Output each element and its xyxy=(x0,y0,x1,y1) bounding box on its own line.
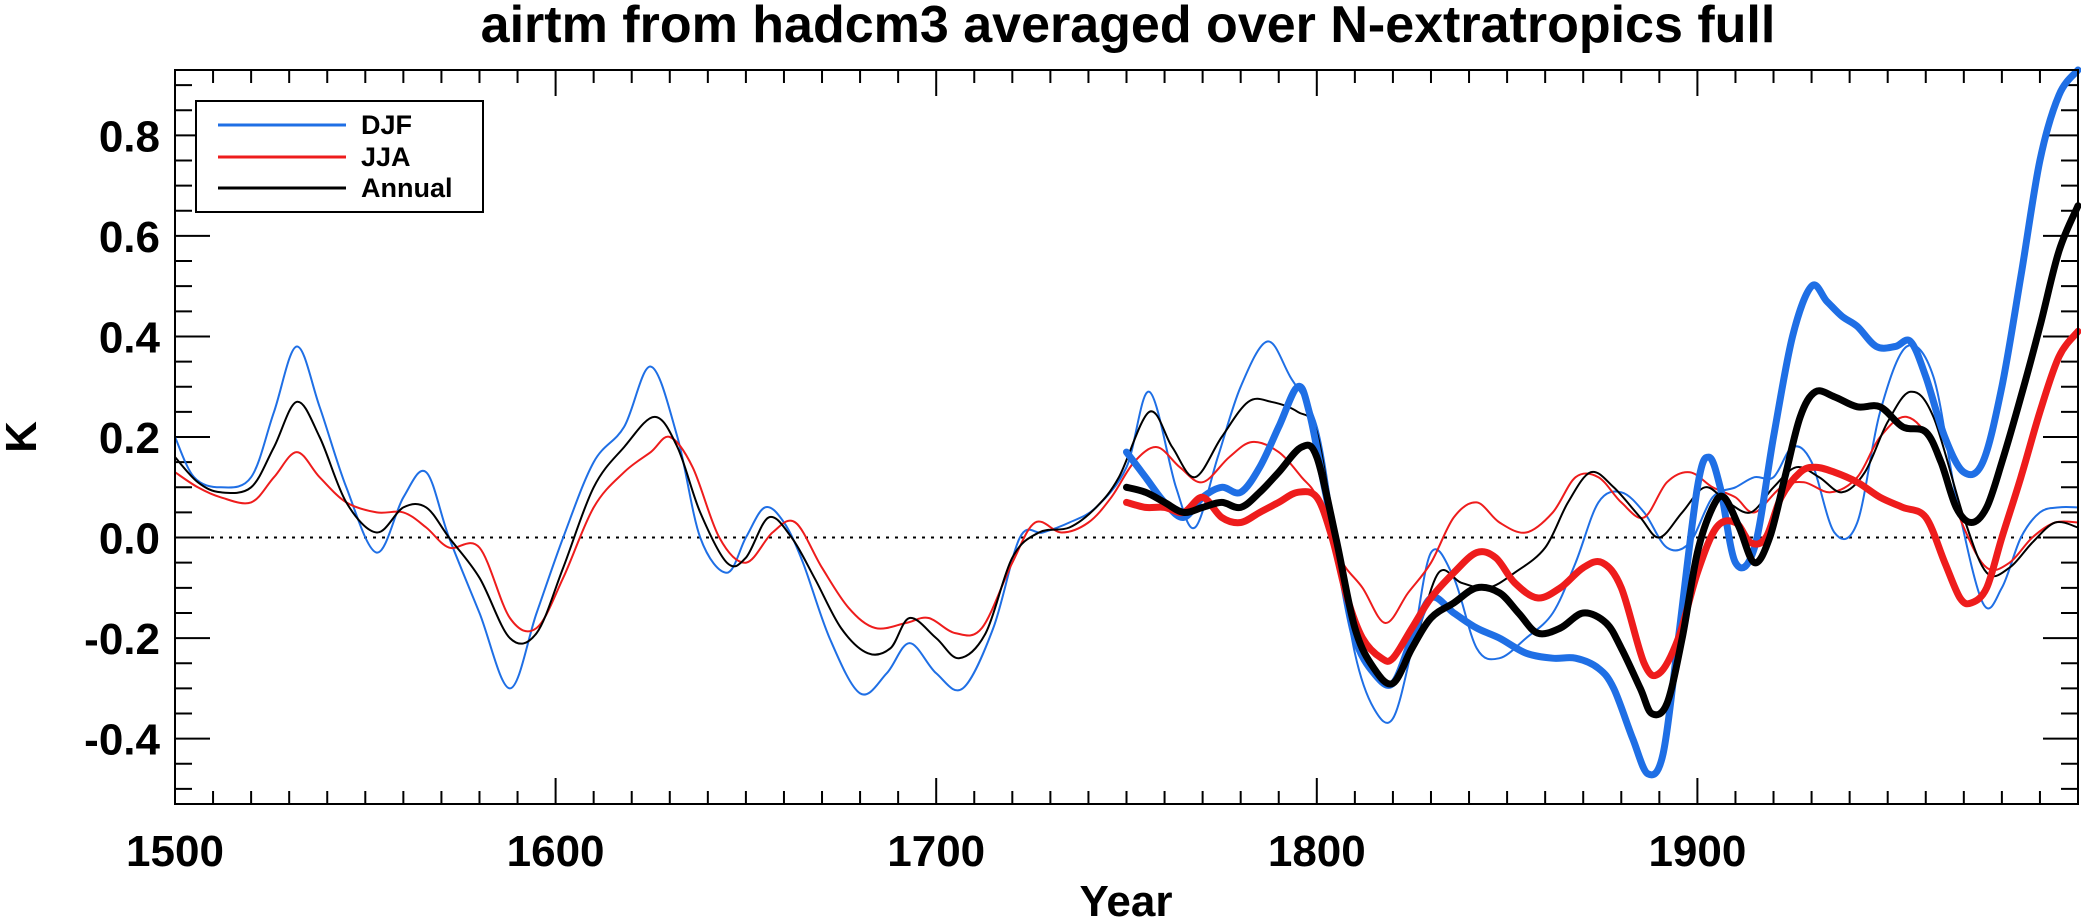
x-tick-label: 1800 xyxy=(1268,827,1366,876)
y-tick-label: -0.4 xyxy=(84,716,160,765)
thin-series-group xyxy=(174,340,2079,724)
legend-label-djf: DJF xyxy=(361,110,412,140)
thick-series-group xyxy=(1123,66,2081,779)
y-tick-label: 0.8 xyxy=(99,112,160,161)
y-tick-label: -0.2 xyxy=(84,615,160,664)
chart-title: airtm from hadcm3 averaged over N-extrat… xyxy=(481,0,1776,54)
series-line-jja-thick xyxy=(1123,327,2081,680)
x-tick-label: 1600 xyxy=(507,827,605,876)
x-axis-label: Year xyxy=(1080,877,1173,923)
y-axis-label: K xyxy=(0,421,46,453)
plot-frame xyxy=(174,69,2079,805)
axis-tick-labels: 1500 1600 1700 1800 1900 -0.4 -0.2 0.0 0.2 0.4 0.6… xyxy=(84,112,1746,876)
x-tick-label: 1700 xyxy=(887,827,985,876)
legend-label-annual: Annual xyxy=(361,173,453,203)
x-tick-label: 1900 xyxy=(1648,827,1746,876)
x-tick-label: 1500 xyxy=(126,827,224,876)
series-line-djf-thin xyxy=(174,340,2079,724)
series-line-annual-thin xyxy=(174,390,2079,686)
series-line-annual-thick xyxy=(1123,202,2081,719)
y-tick-label: 0.0 xyxy=(99,515,160,564)
y-tick-label: 0.6 xyxy=(99,213,160,262)
legend: DJF JJA Annual xyxy=(195,100,484,213)
axis-ticks xyxy=(174,70,2078,804)
legend-label-jja: JJA xyxy=(361,142,411,172)
y-tick-label: 0.4 xyxy=(99,313,161,362)
y-tick-label: 0.2 xyxy=(99,414,160,463)
series-line-djf-thick xyxy=(1123,66,2081,779)
